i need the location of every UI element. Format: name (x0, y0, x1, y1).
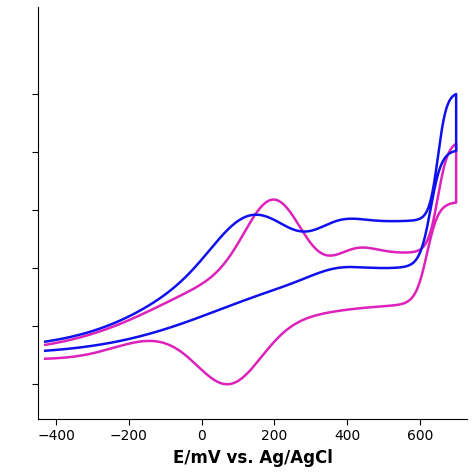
X-axis label: E/mV vs. Ag/AgCl: E/mV vs. Ag/AgCl (173, 449, 332, 467)
